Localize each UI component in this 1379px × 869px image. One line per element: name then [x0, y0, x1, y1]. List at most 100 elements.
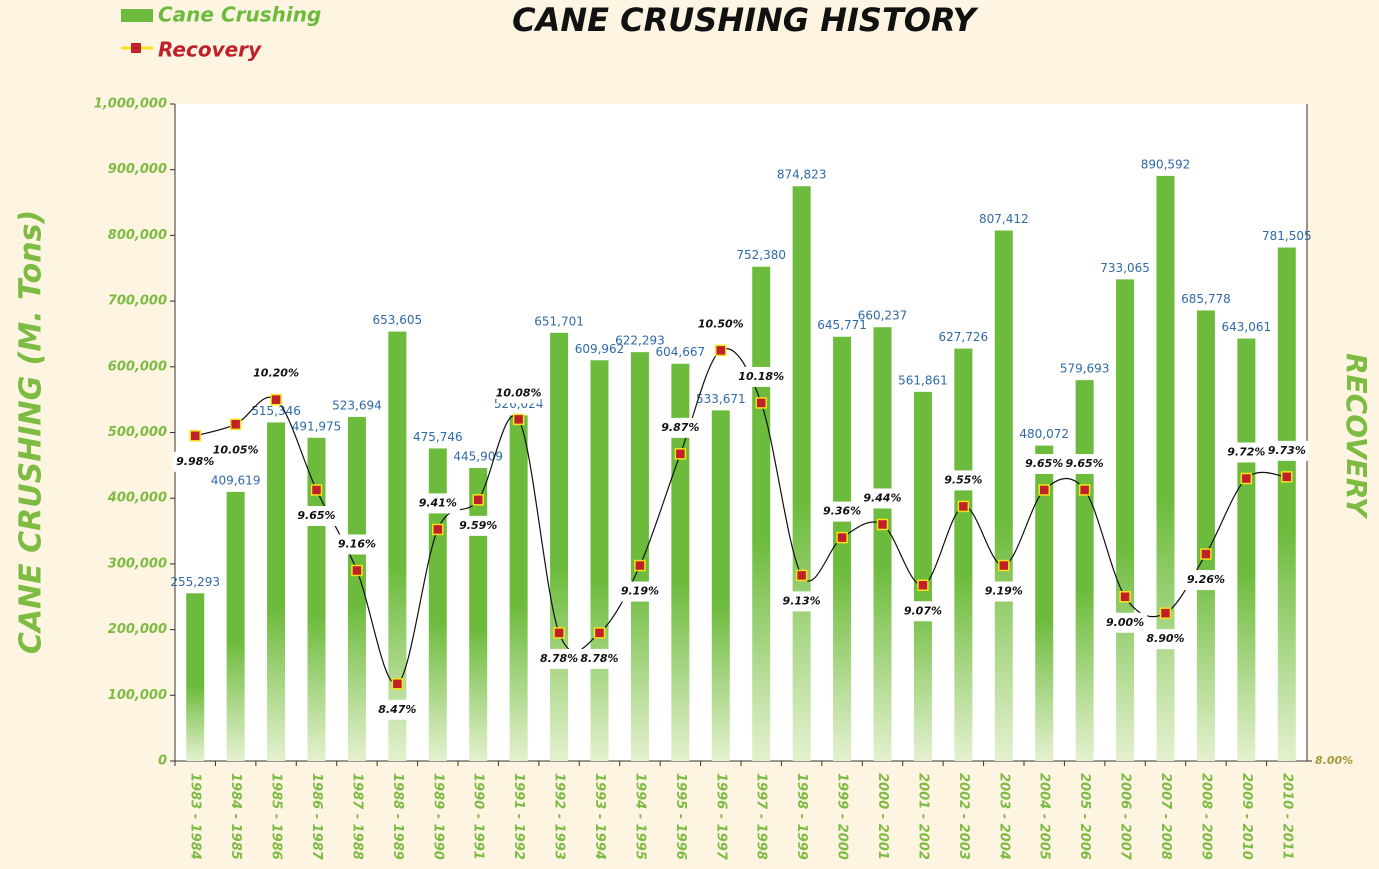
x-tick-label: 1997 - 1998	[754, 773, 769, 860]
label-box	[375, 699, 420, 720]
recovery-label: 9.44%	[863, 491, 901, 504]
bar	[186, 593, 205, 761]
label-box	[658, 417, 703, 438]
x-tick-label: 2000 - 2001	[875, 773, 890, 860]
recovery-marker	[553, 627, 565, 639]
label-box	[900, 601, 945, 622]
y2-tick-label: 8.00%	[1315, 754, 1353, 767]
recovery-label: 9.65%	[1025, 457, 1063, 470]
recovery-marker	[715, 344, 727, 357]
label-box	[1062, 453, 1107, 474]
label-box	[981, 581, 1026, 602]
y-tick-label: 300,000	[108, 556, 167, 571]
bar	[1035, 445, 1054, 761]
recovery-label: 10.20%	[253, 367, 299, 380]
recovery-marker	[593, 627, 606, 639]
bar	[1237, 338, 1256, 761]
recovery-label: 8.90%	[1146, 632, 1184, 645]
x-tick-label: 1999 - 2000	[835, 773, 850, 860]
bar-value-label: 685,778	[1181, 292, 1231, 306]
recovery-marker	[876, 518, 889, 531]
recovery-marker	[229, 418, 242, 431]
recovery-marker	[634, 559, 646, 572]
bar	[1075, 380, 1094, 761]
label-box	[1183, 570, 1228, 591]
x-tick-label: 1993 - 1994	[592, 773, 607, 860]
recovery-label: 8.47%	[378, 703, 416, 716]
recovery-marker	[1159, 607, 1172, 619]
bar-value-label: 579,693	[1060, 362, 1110, 376]
chart-title: CANE CRUSHING HISTORY	[512, 1, 979, 39]
recovery-marker	[795, 569, 808, 582]
bar	[711, 410, 730, 761]
recovery-label: 9.65%	[1066, 457, 1104, 470]
bar	[954, 348, 973, 761]
recovery-label: 9.65%	[297, 509, 335, 522]
x-tick-label: 1984 - 1985	[228, 773, 243, 860]
bar	[550, 332, 569, 761]
x-tick-label: 1988 - 1989	[390, 773, 405, 860]
label-box	[1103, 612, 1148, 633]
bar-value-label: 445,909	[453, 450, 503, 464]
x-tick-label: 1987 - 1988	[349, 773, 364, 860]
x-tick-label: 1986 - 1987	[309, 773, 324, 861]
bar-value-label: 653,605	[373, 313, 423, 327]
bar-value-label: 807,412	[979, 212, 1029, 226]
x-tick-label: 2005 - 2006	[1077, 773, 1092, 860]
y-tick-label: 200,000	[108, 622, 167, 637]
recovery-marker	[1119, 591, 1131, 603]
recovery-label: 9.19%	[621, 585, 659, 598]
bar	[267, 422, 286, 761]
y-tick-label: 900,000	[108, 162, 167, 177]
y-tick-label: 0	[158, 754, 167, 769]
bar	[388, 331, 407, 761]
recovery-marker	[836, 531, 848, 544]
recovery-marker	[270, 393, 282, 406]
recovery-label: 9.59%	[459, 519, 497, 532]
bar-value-label: 645,771	[817, 318, 867, 332]
recovery-marker	[1200, 548, 1212, 560]
y-tick-label: 400,000	[107, 491, 167, 506]
y-tick-label: 500,000	[108, 425, 167, 440]
bar-value-label: 890,592	[1141, 157, 1191, 171]
label-box	[1264, 440, 1309, 461]
label-box	[739, 366, 784, 387]
bar	[873, 327, 892, 761]
recovery-marker	[351, 564, 363, 577]
label-box	[860, 488, 905, 509]
legend-swatch	[121, 9, 153, 22]
bar	[1116, 279, 1135, 761]
bar	[347, 416, 366, 761]
x-tick-label: 2007 - 2008	[1158, 773, 1173, 860]
x-tick-label: 2004 - 2005	[1037, 773, 1052, 860]
recovery-label: 10.18%	[738, 370, 784, 383]
bar	[994, 230, 1013, 761]
recovery-label: 10.05%	[213, 443, 259, 456]
bar-value-label: 660,237	[858, 309, 908, 323]
label-box	[537, 648, 582, 669]
recovery-label: 9.87%	[661, 421, 699, 434]
recovery-label: 9.19%	[985, 585, 1023, 598]
bar-value-label: 627,726	[939, 330, 989, 344]
label-box	[1143, 629, 1188, 650]
y-axis-label: CANE CRUSHING (M. Tons)	[14, 210, 49, 654]
recovery-marker	[755, 397, 767, 409]
bar-value-label: 515,346	[251, 404, 301, 418]
x-tick-label: 1998 - 1999	[794, 773, 809, 860]
bar-value-label: 255,293	[170, 575, 220, 589]
bar	[509, 415, 528, 761]
recovery-marker	[432, 523, 444, 536]
y-tick-label: 100,000	[108, 688, 167, 703]
recovery-label: 10.50%	[698, 317, 744, 330]
bar-value-label: 643,061	[1222, 320, 1272, 334]
label-box	[941, 470, 986, 491]
y-tick-label: 1,000,000	[94, 97, 167, 112]
label-box	[496, 383, 541, 404]
label-box	[779, 591, 824, 612]
x-tick-label: 1992 - 1993	[552, 773, 567, 860]
label-box	[1022, 453, 1067, 474]
bar-value-label: 475,746	[413, 430, 463, 444]
legend-label: Cane Crushing	[158, 3, 321, 27]
label-box	[415, 493, 460, 514]
